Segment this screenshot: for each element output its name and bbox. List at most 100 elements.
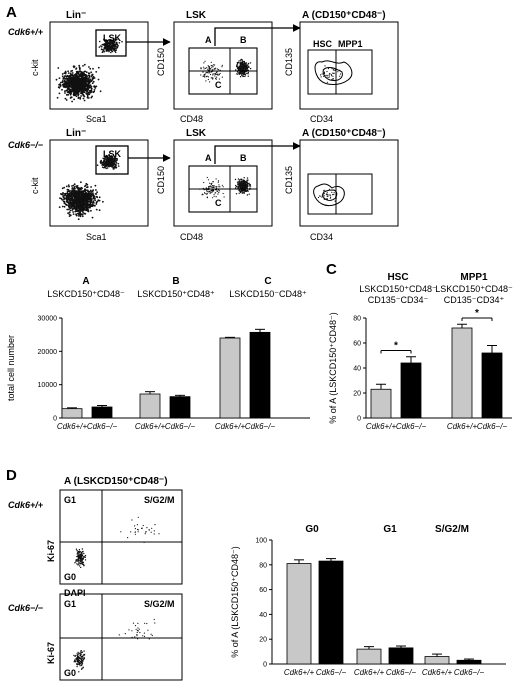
event-dot: [137, 622, 139, 625]
x-category-label: Cdk6−/−: [245, 422, 276, 431]
event-dot: [150, 531, 152, 533]
event-dot: [77, 654, 79, 656]
event-dot: [215, 78, 217, 80]
event-dot: [92, 194, 94, 197]
event-dot: [73, 91, 76, 94]
event-dot: [218, 186, 220, 188]
event-dot: [86, 186, 89, 189]
gate-label-a-a1: A: [205, 35, 212, 45]
event-dot: [78, 671, 80, 673]
event-dot: [150, 633, 152, 635]
event-dot: [134, 525, 136, 527]
event-dot: [80, 659, 83, 661]
group-desc1-c-mpp1: LSKCD150⁺CD48⁻: [435, 284, 513, 294]
event-dot: [108, 153, 110, 156]
event-dot: [214, 77, 217, 79]
event-dot: [57, 67, 60, 69]
event-dot: [84, 184, 87, 187]
event-dot: [75, 190, 78, 193]
event-dot: [248, 62, 250, 65]
event-dot: [337, 79, 339, 81]
event-dot: [209, 71, 211, 73]
event-dot: [222, 186, 224, 188]
event-dot: [247, 73, 249, 75]
event-dot: [249, 184, 251, 186]
event-dot: [239, 72, 241, 74]
event-dot: [82, 86, 85, 89]
event-dot: [72, 75, 75, 77]
event-dot: [85, 71, 88, 74]
event-dot: [72, 211, 74, 213]
event-dot: [80, 187, 83, 190]
event-dot: [73, 183, 76, 186]
event-dot: [205, 80, 207, 82]
event-dot: [65, 99, 68, 101]
event-dot: [117, 163, 120, 165]
event-dot: [247, 65, 250, 67]
gate-hsc-a2: [307, 173, 337, 215]
y-tick-label: 40: [353, 366, 361, 373]
event-dot: [214, 75, 216, 77]
event-dot: [82, 558, 84, 560]
event-dot: [111, 166, 114, 168]
event-dot: [89, 201, 92, 204]
quad-label-sg2m-d1: S/G2/M: [144, 495, 175, 505]
event-dot: [76, 205, 79, 208]
event-dot: [75, 560, 77, 562]
event-dot: [105, 159, 108, 162]
event-dot: [91, 78, 94, 81]
scatter-a1-a: [319, 65, 342, 83]
event-dot: [317, 196, 320, 199]
event-dot: [215, 196, 217, 198]
event-dot: [104, 162, 106, 165]
gate-label-mpp1-a1: MPP1: [338, 39, 363, 49]
event-dot: [210, 64, 212, 67]
event-dot: [239, 184, 241, 186]
event-dot: [105, 39, 108, 41]
event-dot: [333, 193, 335, 196]
event-dot: [68, 208, 70, 211]
xlabel-a2-cd48: CD48: [180, 232, 203, 242]
event-dot: [208, 190, 210, 192]
event-dot: [55, 78, 58, 81]
x-category-label: Cdk6−/−: [87, 422, 118, 431]
panel-d-title: A (LSKCD150⁺CD48⁻): [64, 476, 168, 487]
event-dot: [207, 76, 209, 78]
group-desc-b-c: LSKCD150⁻CD48⁺: [229, 289, 307, 299]
event-dot: [210, 77, 212, 79]
event-dot: [238, 60, 240, 62]
scatter-a2-lsk: [199, 176, 252, 199]
event-dot: [203, 66, 205, 68]
event-dot: [88, 193, 90, 196]
plot-title-a1-a: A (CD150⁺CD48⁻): [302, 10, 386, 21]
group-desc2-c-hsc: CD135⁻CD34⁻: [368, 295, 429, 305]
event-dot: [112, 164, 115, 166]
event-dot: [81, 207, 83, 210]
event-dot: [84, 554, 87, 557]
event-dot: [245, 66, 247, 68]
event-dot: [236, 186, 239, 188]
event-dot: [72, 192, 74, 195]
event-dot: [62, 195, 64, 197]
event-dot: [88, 81, 90, 84]
plot-frame-d1: [59, 489, 183, 585]
event-dot: [75, 77, 78, 80]
event-dot: [326, 191, 328, 193]
event-dot: [75, 90, 78, 93]
event-dot: [110, 165, 112, 168]
event-dot: [78, 557, 80, 560]
event-dot: [84, 83, 87, 86]
event-dot: [79, 652, 82, 654]
event-dot: [151, 527, 153, 529]
event-dot: [80, 199, 82, 202]
event-dot: [74, 93, 77, 95]
event-dot: [237, 178, 240, 180]
event-dot: [76, 553, 78, 555]
event-dot: [145, 531, 147, 533]
event-dot: [86, 83, 89, 86]
event-dot: [90, 75, 93, 77]
event-dot: [200, 67, 202, 69]
event-dot: [75, 210, 78, 213]
event-dot: [324, 76, 327, 78]
event-dot: [330, 196, 332, 198]
